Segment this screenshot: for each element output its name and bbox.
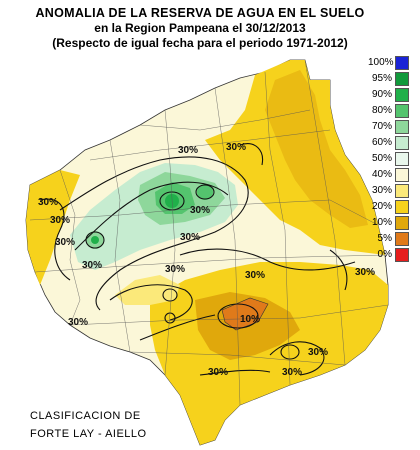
- legend-label: 50%: [371, 153, 392, 164]
- region-green-spot-west-core: [91, 236, 99, 244]
- legend-swatch: [395, 104, 409, 118]
- legend-item: 80%: [368, 104, 420, 120]
- contour-label: 30%: [55, 237, 75, 248]
- legend-item: 30%: [368, 184, 420, 200]
- legend-item: 90%: [368, 88, 420, 104]
- district-borders: [29, 59, 389, 406]
- credit-line-1: CLASIFICACION DE: [30, 410, 141, 422]
- legend-item: 0%: [368, 248, 420, 264]
- legend-swatch: [395, 216, 409, 230]
- legend-item: 95%: [368, 72, 420, 88]
- legend-item: 70%: [368, 120, 420, 136]
- credit-line-2: FORTE LAY - AIELLO: [30, 428, 147, 440]
- legend-swatch: [395, 168, 409, 182]
- region-yellow-north-deep: [265, 70, 368, 228]
- legend-label: 40%: [371, 169, 392, 180]
- legend-label: 90%: [371, 89, 392, 100]
- legend-item: 40%: [368, 168, 420, 184]
- contour-lines: [39, 143, 356, 376]
- legend-swatch: [395, 184, 409, 198]
- contour-label: 10%: [240, 314, 260, 325]
- region-green-spot-east: [197, 184, 213, 200]
- contour-label: 30%: [245, 270, 265, 281]
- contour-label: 30%: [226, 142, 246, 153]
- legend-swatch: [395, 120, 409, 134]
- legend-label: 80%: [371, 105, 392, 116]
- legend-label: 20%: [371, 201, 392, 212]
- legend-item: 100%: [368, 56, 420, 72]
- legend-label: 10%: [371, 217, 392, 228]
- legend-label: 0%: [377, 249, 392, 260]
- legend-swatch: [395, 248, 409, 262]
- legend-item: 60%: [368, 136, 420, 152]
- legend-label: 70%: [371, 121, 392, 132]
- contour-label: 30%: [82, 260, 102, 271]
- contour-label: 30%: [180, 232, 200, 243]
- legend-label: 95%: [371, 73, 392, 84]
- legend-item: 5%: [368, 232, 420, 248]
- legend-swatch: [395, 56, 409, 70]
- legend-swatch: [395, 200, 409, 214]
- map-subtitle-date: en la Region Pampeana el 30/12/2013: [94, 21, 306, 35]
- contour-label: 30%: [178, 145, 198, 156]
- contour-label: 30%: [355, 267, 375, 278]
- map-subtitle-reference: (Respecto de igual fecha para el periodo…: [52, 36, 348, 50]
- contour-label: 30%: [68, 317, 88, 328]
- legend-item: 20%: [368, 200, 420, 216]
- contour-label: 30%: [165, 264, 185, 275]
- contour-labels: 30% 30% 30% 30% 30% 30% 30% 30% 30% 30% …: [38, 142, 375, 378]
- legend-label: 100%: [368, 57, 394, 68]
- contour-label: 30%: [50, 215, 70, 226]
- legend-swatch: [395, 72, 409, 86]
- region-yellow-west: [26, 170, 80, 285]
- legend-item: 50%: [368, 152, 420, 168]
- legend-swatch: [395, 152, 409, 166]
- legend-label: 5%: [377, 233, 392, 244]
- legend-item: 10%: [368, 216, 420, 232]
- contour-label: 30%: [308, 347, 328, 358]
- contour-label: 30%: [208, 367, 228, 378]
- legend-swatch: [395, 232, 409, 246]
- legend-swatch: [395, 136, 409, 150]
- legend-label: 60%: [371, 137, 392, 148]
- contour-label: 30%: [190, 205, 210, 216]
- contour-label: 30%: [282, 367, 302, 378]
- legend-label: 30%: [371, 185, 392, 196]
- map-title: ANOMALIA DE LA RESERVA DE AGUA EN EL SUE…: [35, 6, 365, 20]
- region-deep-orange: [221, 297, 269, 331]
- contour-label: 30%: [38, 197, 58, 208]
- legend-swatch: [395, 88, 409, 102]
